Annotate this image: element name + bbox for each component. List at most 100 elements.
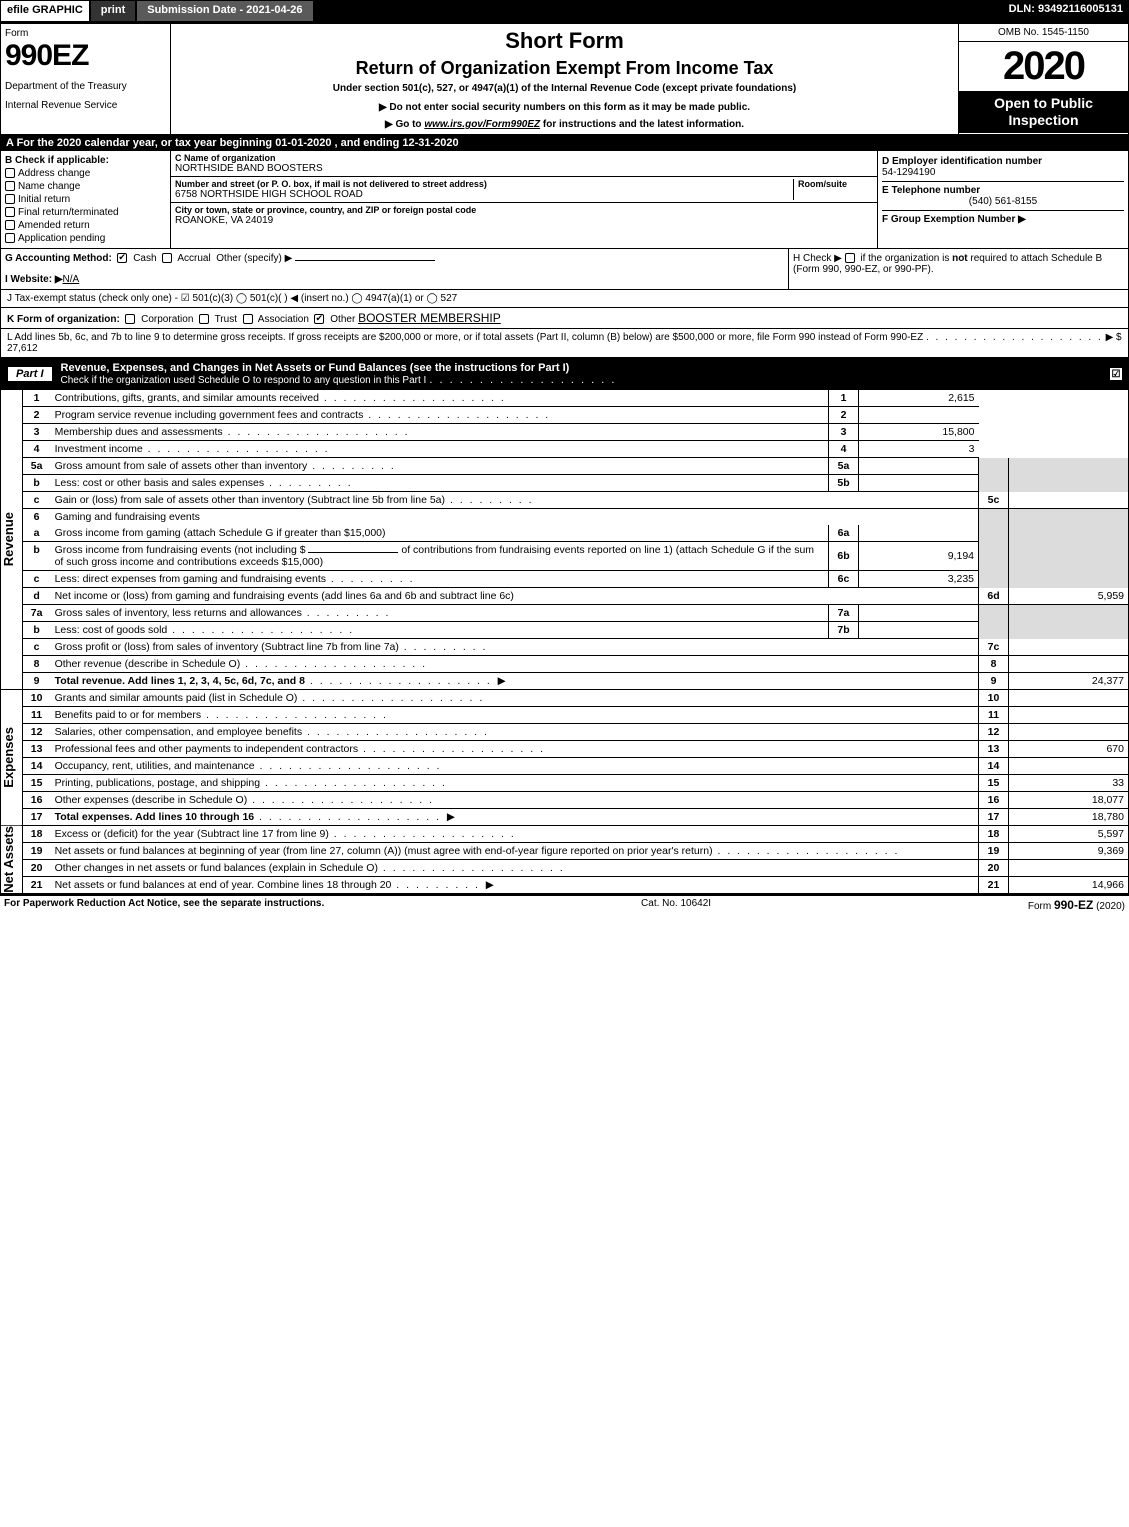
line-7c: cGross profit or (loss) from sales of in… <box>23 639 1129 656</box>
other-label: Other (specify) ▶ <box>216 253 292 264</box>
line-15: 15Printing, publications, postage, and s… <box>23 775 1129 792</box>
line-4: 4Investment income43 <box>23 441 1129 458</box>
line-12: 12Salaries, other compensation, and empl… <box>23 724 1129 741</box>
open-public-badge: Open to Public Inspection <box>959 91 1128 133</box>
chk-label: Address change <box>18 168 90 179</box>
org-city: ROANOKE, VA 24019 <box>175 215 873 226</box>
box-def: D Employer identification number 54-1294… <box>878 151 1128 248</box>
line-10: 10Grants and similar amounts paid (list … <box>23 690 1129 707</box>
top-bar: efile GRAPHIC print Submission Date - 20… <box>0 0 1129 22</box>
h-text2: if the organization is <box>858 253 953 264</box>
submission-date: Submission Date - 2021-04-26 <box>136 0 313 22</box>
irs-link[interactable]: www.irs.gov/Form990EZ <box>424 119 540 130</box>
line-6b: bGross income from fundraising events (n… <box>23 542 1129 571</box>
website-value: N/A <box>63 274 80 285</box>
revenue-section: Revenue 1Contributions, gifts, grants, a… <box>0 390 1129 690</box>
chk-label: Name change <box>18 181 80 192</box>
line-16: 16Other expenses (describe in Schedule O… <box>23 792 1129 809</box>
part1-header: Part I Revenue, Expenses, and Changes in… <box>0 358 1129 390</box>
period-row: A For the 2020 calendar year, or tax yea… <box>0 135 1129 151</box>
part1-check[interactable]: ☑ <box>1110 368 1122 380</box>
header-right: OMB No. 1545-1150 2020 Open to Public In… <box>958 24 1128 134</box>
h-text4: (Form 990, 990-EZ, or 990-PF). <box>793 264 934 275</box>
chk-label: Final return/terminated <box>18 207 119 218</box>
goto-post: for instructions and the latest informat… <box>540 119 744 130</box>
chk-accrual[interactable] <box>162 253 172 263</box>
line-6c: cLess: direct expenses from gaming and f… <box>23 571 1129 588</box>
part1-title: Revenue, Expenses, and Changes in Net As… <box>61 362 570 374</box>
k-trust: Trust <box>215 314 237 325</box>
phone-label: E Telephone number <box>882 185 1124 196</box>
goto-pre: ▶ Go to <box>385 119 424 130</box>
line-11: 11Benefits paid to or for members11 <box>23 707 1129 724</box>
line-3: 3Membership dues and assessments315,800 <box>23 424 1129 441</box>
short-form-title: Short Form <box>201 28 928 54</box>
info-grid: B Check if applicable: Address change Na… <box>0 151 1129 249</box>
chk-association[interactable] <box>243 314 253 324</box>
ein-label: D Employer identification number <box>882 156 1124 167</box>
room-label: Room/suite <box>798 179 873 189</box>
tax-year: 2020 <box>959 42 1128 91</box>
footer-mid: Cat. No. 10642I <box>324 898 1028 912</box>
print-button[interactable]: print <box>90 0 136 22</box>
line-1: 1Contributions, gifts, grants, and simil… <box>23 390 1129 407</box>
k-assoc: Association <box>258 314 309 325</box>
chk-trust[interactable] <box>199 314 209 324</box>
phone-value: (540) 561-8155 <box>882 196 1124 207</box>
h-text: H Check ▶ <box>793 253 845 264</box>
chk-application-pending[interactable]: Application pending <box>5 233 166 244</box>
k-label: K Form of organization: <box>7 314 120 325</box>
group-label: F Group Exemption Number ▶ <box>882 214 1026 225</box>
netassets-label: Net Assets <box>1 826 21 893</box>
footer-left: For Paperwork Reduction Act Notice, see … <box>4 898 324 912</box>
chk-schedule-b[interactable] <box>845 253 855 263</box>
line-h: H Check ▶ if the organization is not req… <box>788 249 1128 289</box>
chk-cash[interactable] <box>117 253 127 263</box>
form-header: Form 990EZ Department of the Treasury In… <box>0 22 1129 135</box>
line-6a: aGross income from gaming (attach Schedu… <box>23 525 1129 542</box>
chk-other-org[interactable] <box>314 314 324 324</box>
accrual-label: Accrual <box>177 253 210 264</box>
efile-button[interactable]: efile GRAPHIC <box>0 0 90 22</box>
dln-label: DLN: 93492116005131 <box>1003 0 1129 22</box>
line-20: 20Other changes in net assets or fund ba… <box>23 860 1129 877</box>
chk-label: Amended return <box>18 220 90 231</box>
form-number: 990EZ <box>5 39 166 73</box>
website-label: I Website: ▶ <box>5 274 63 285</box>
line-j: J Tax-exempt status (check only one) - ☑… <box>0 290 1129 308</box>
box-b: B Check if applicable: Address change Na… <box>1 151 171 248</box>
dept-treasury: Department of the Treasury <box>5 81 166 92</box>
chk-corporation[interactable] <box>125 314 135 324</box>
chk-name-change[interactable]: Name change <box>5 181 166 192</box>
h-not: not <box>952 253 968 264</box>
return-title: Return of Organization Exempt From Incom… <box>201 58 928 79</box>
part1-sub: Check if the organization used Schedule … <box>61 375 427 386</box>
dept-irs: Internal Revenue Service <box>5 100 166 111</box>
org-name: NORTHSIDE BAND BOOSTERS <box>175 163 873 174</box>
chk-amended[interactable]: Amended return <box>5 220 166 231</box>
chk-initial-return[interactable]: Initial return <box>5 194 166 205</box>
cash-label: Cash <box>133 253 156 264</box>
line-8: 8Other revenue (describe in Schedule O)8 <box>23 656 1129 673</box>
line-19: 19Net assets or fund balances at beginni… <box>23 843 1129 860</box>
expenses-section: Expenses 10Grants and similar amounts pa… <box>0 690 1129 826</box>
goto-line: ▶ Go to www.irs.gov/Form990EZ for instru… <box>201 119 928 130</box>
k-other-value: BOOSTER MEMBERSHIP <box>358 311 501 325</box>
ein-value: 54-1294190 <box>882 167 1124 178</box>
line-2: 2Program service revenue including gover… <box>23 407 1129 424</box>
header-left: Form 990EZ Department of the Treasury In… <box>1 24 171 134</box>
chk-final-return[interactable]: Final return/terminated <box>5 207 166 218</box>
form-word: Form <box>5 28 166 39</box>
line-g-h: G Accounting Method: Cash Accrual Other … <box>0 249 1129 290</box>
line-g: G Accounting Method: Cash Accrual Other … <box>1 249 788 289</box>
org-name-label: C Name of organization <box>175 153 873 163</box>
header-mid: Short Form Return of Organization Exempt… <box>171 24 958 134</box>
box-c: C Name of organization NORTHSIDE BAND BO… <box>171 151 878 248</box>
line-14: 14Occupancy, rent, utilities, and mainte… <box>23 758 1129 775</box>
page-footer: For Paperwork Reduction Act Notice, see … <box>0 894 1129 914</box>
line-6d: dNet income or (loss) from gaming and fu… <box>23 588 1129 605</box>
chk-address-change[interactable]: Address change <box>5 168 166 179</box>
chk-label: Application pending <box>18 233 105 244</box>
box-b-header: B Check if applicable: <box>5 155 166 166</box>
k-other-label: Other <box>330 314 355 325</box>
